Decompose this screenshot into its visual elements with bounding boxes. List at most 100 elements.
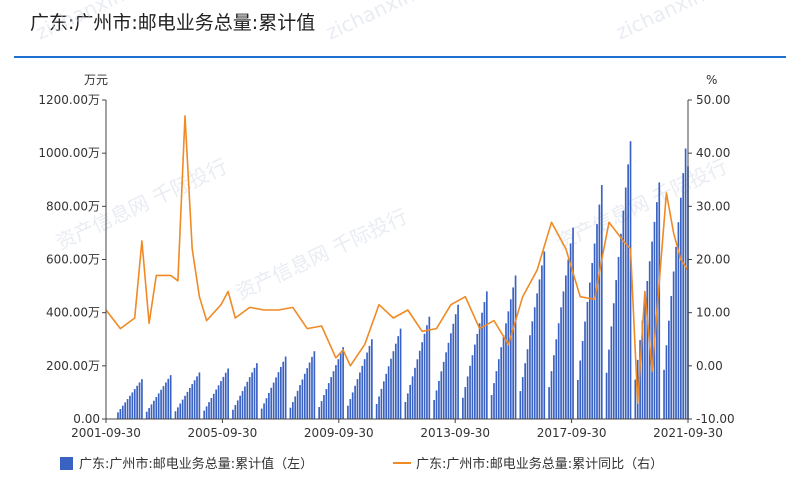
bar [471, 355, 474, 419]
bar [337, 359, 340, 419]
bar [217, 385, 220, 419]
bar [675, 246, 677, 419]
bar [485, 291, 488, 419]
bar [605, 372, 608, 419]
bar [466, 376, 469, 419]
bar [627, 164, 629, 419]
bar [155, 397, 158, 419]
bar [653, 221, 656, 419]
bar [294, 396, 297, 419]
bar [646, 280, 649, 419]
bar [339, 353, 342, 419]
bar [248, 377, 251, 419]
bar [371, 339, 373, 419]
bar [224, 372, 227, 419]
bar [284, 356, 287, 419]
bar [150, 404, 153, 419]
bar [452, 323, 455, 419]
bar [684, 148, 687, 419]
bar [399, 328, 402, 419]
line-series-layer [105, 115, 689, 404]
bar [600, 185, 603, 419]
bar [263, 403, 265, 419]
axes: 0.00 200.00万 400.00万 600.00万 800.00万 1000.00万… [38, 73, 734, 440]
bar [658, 182, 661, 419]
bar [208, 402, 210, 419]
bar [236, 400, 239, 419]
bar [301, 379, 304, 419]
y-left-tick-label: 800.00万 [46, 199, 100, 213]
bar [251, 372, 253, 419]
y-left-tick-label: 1000.00万 [38, 146, 100, 160]
bar [445, 352, 447, 419]
bar [256, 363, 258, 419]
bar [576, 380, 579, 419]
bar [507, 311, 510, 419]
bar [244, 386, 246, 419]
bar [306, 368, 309, 419]
bar [423, 333, 426, 419]
y-right-tick-label: 10.00 [696, 306, 730, 320]
bar [291, 402, 294, 419]
bar [483, 302, 486, 419]
bar [497, 359, 500, 419]
bar [351, 392, 354, 419]
bar [241, 391, 244, 419]
bar [330, 377, 332, 419]
x-tick-label: 2001-09-30 [71, 426, 141, 440]
bar [332, 371, 335, 419]
bar [663, 369, 665, 419]
watermark-text: 资产信息网 千际投行 [232, 204, 411, 305]
x-tick-label: 2013-09-30 [420, 426, 490, 440]
bar [612, 303, 615, 419]
bar [392, 351, 395, 419]
y-left-tick-label: 0.00 [73, 412, 100, 426]
bar [435, 390, 438, 419]
bar [447, 342, 450, 419]
y-right-tick-label: 20.00 [696, 253, 730, 267]
bar [169, 375, 172, 419]
bar [320, 401, 323, 419]
bar [323, 395, 325, 419]
bar [509, 299, 512, 420]
bar [493, 383, 495, 419]
bar [347, 405, 349, 419]
bar [572, 227, 574, 419]
bar [303, 373, 306, 419]
y-right-tick-label: 30.00 [696, 199, 730, 213]
x-tick-label: 2017-09-30 [537, 426, 607, 440]
bar [210, 397, 213, 419]
bar [418, 350, 421, 419]
bar [179, 403, 182, 419]
bar [368, 345, 371, 419]
bar [375, 403, 378, 419]
bar [668, 320, 670, 419]
bar [644, 300, 646, 419]
bar [246, 381, 249, 419]
bar [299, 385, 301, 419]
bar [203, 410, 206, 419]
bar [397, 336, 400, 419]
legend: 广东:广州市:邮电业务总量:累计值（左） 广东:广州市:邮电业务总量:累计同比（右… [60, 456, 663, 472]
bar [268, 392, 270, 419]
bar [634, 379, 637, 419]
bar [593, 243, 596, 419]
bar [387, 366, 390, 419]
bar [442, 361, 445, 419]
bar [327, 383, 330, 419]
bar [275, 377, 277, 419]
bar [500, 347, 503, 419]
bar [325, 389, 328, 419]
bar [380, 388, 383, 419]
bar [682, 173, 685, 419]
bar [121, 405, 124, 419]
bar [205, 406, 208, 419]
bar [382, 381, 385, 419]
bar [129, 395, 131, 419]
bar [378, 396, 380, 419]
watermark-text: zichanxinxi.com [322, 0, 478, 45]
bar [191, 384, 194, 419]
bar [165, 382, 167, 419]
bar [519, 391, 522, 419]
bar [531, 321, 534, 419]
